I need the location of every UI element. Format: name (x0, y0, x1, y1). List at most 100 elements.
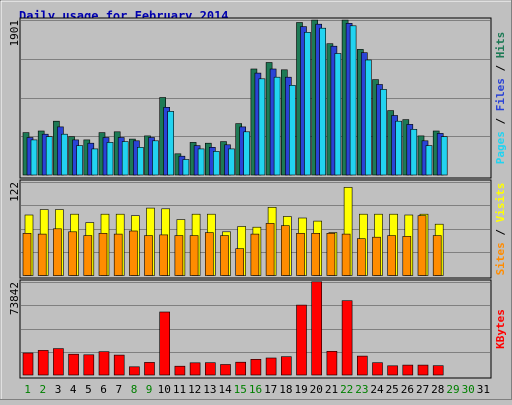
bar-kbytes-day-undefined (129, 366, 140, 376)
bar-sites-day-undefined (53, 228, 62, 276)
legend-label: Files (494, 78, 507, 111)
bar-pages-day-14 (228, 148, 235, 176)
bar-sites-day-undefined (311, 233, 321, 276)
x-tick-label: 19 (294, 383, 307, 396)
legend-separator: / (494, 111, 507, 131)
bar-sites-day-undefined (159, 234, 168, 276)
legend-separator: / (494, 58, 507, 78)
x-tick-label: 30 (462, 383, 475, 396)
x-tick-label: 21 (325, 383, 338, 396)
bar-sites-day-undefined (326, 233, 336, 276)
bar-kbytes-day-undefined (280, 356, 292, 376)
bar-kbytes-day-undefined (144, 362, 155, 376)
x-tick-label: 29 (446, 383, 459, 396)
x-tick-label: 1 (24, 383, 31, 396)
bar-sites-day-undefined (296, 233, 305, 276)
bar-kbytes-day-undefined (53, 348, 64, 376)
panel-1: 1901 Pages / Files / Hits (8, 17, 507, 179)
x-tick-label: 11 (173, 383, 186, 396)
bar-sites-day-undefined (341, 233, 351, 276)
bar-kbytes-day-undefined (341, 300, 353, 376)
bar-pages-day-8 (137, 147, 144, 176)
x-tick-label: 31 (477, 383, 490, 396)
bar-pages-day-20 (319, 27, 327, 176)
bar-kbytes-day-undefined (356, 355, 368, 376)
panel-3: 73842 KBytes (8, 279, 507, 379)
bar-kbytes-day-undefined (83, 354, 95, 376)
bar-sites-day-undefined (98, 233, 108, 276)
bar-sites-day-undefined (265, 223, 275, 276)
bar-kbytes-day-undefined (113, 354, 125, 376)
legend-1: Pages / Files / Hits (494, 32, 507, 165)
bar-pages-day-17 (273, 76, 281, 176)
bar-pages-day-23 (364, 59, 372, 176)
bar-pages-day-18 (288, 85, 296, 176)
x-tick-label: 2 (39, 383, 46, 396)
bar-kbytes-day-undefined (296, 304, 307, 376)
bar-kbytes-day-undefined (250, 358, 262, 376)
legend-separator: / (494, 222, 507, 242)
x-tick-label: 15 (234, 383, 247, 396)
bar-kbytes-day-undefined (220, 364, 231, 376)
bar-kbytes-day-undefined (311, 281, 323, 376)
legend-2: Sites / Visits (494, 183, 507, 276)
bar-kbytes-day-undefined (235, 361, 246, 376)
bar-sites-day-undefined (189, 235, 199, 276)
bar-kbytes-day-undefined (402, 364, 414, 376)
bar-kbytes-day-undefined (98, 351, 110, 376)
x-tick-label: 10 (158, 383, 171, 396)
bar-pages-day-12 (197, 148, 205, 176)
bar-kbytes-day-undefined (265, 357, 277, 376)
bar-kbytes-day-undefined (159, 311, 170, 376)
x-tick-label: 8 (131, 383, 138, 396)
bar-pages-day-13 (213, 151, 220, 176)
x-tick-label: 18 (279, 383, 292, 396)
x-tick-label: 17 (264, 383, 277, 396)
bar-kbytes-day-undefined (326, 350, 338, 376)
x-tick-label: 23 (355, 383, 368, 396)
bar-pages-day-7 (121, 141, 129, 176)
chart-panels: 1901 Pages / Files / Hits 122 Sites / Visit… (8, 17, 507, 379)
legend-label: Sites (494, 242, 507, 275)
x-axis-day-labels: 1 2 3 4 5 6 7 8 9 10 11 12 13 14 15 16 17 18 19 20 21 22 23 24 2… (24, 383, 490, 396)
bar-sites-day-undefined (250, 233, 260, 276)
bar-pages-day-11 (182, 159, 190, 176)
x-tick-label: 25 (386, 383, 399, 396)
bar-kbytes-day-undefined (22, 352, 34, 376)
bar-kbytes-day-undefined (417, 364, 429, 376)
x-tick-label: 14 (218, 383, 232, 396)
bar-kbytes-day-undefined (372, 362, 383, 376)
y-axis-max-label: 122 (8, 182, 21, 202)
bar-pages-day-26 (410, 129, 418, 176)
bar-sites-day-undefined (83, 235, 93, 276)
bar-pages-day-15 (243, 131, 250, 176)
bar-kbytes-day-undefined (189, 362, 201, 376)
bar-sites-day-undefined (356, 238, 366, 276)
bar-kbytes-day-undefined (68, 353, 79, 376)
bar-pages-day-6 (106, 142, 114, 176)
x-tick-label: 3 (55, 383, 62, 396)
bar-pages-day-9 (152, 140, 159, 176)
bar-sites-day-undefined (22, 233, 32, 276)
bar-pages-day-10 (167, 111, 174, 176)
bar-sites-day-undefined (205, 232, 214, 276)
y-axis-max-label: 73842 (8, 282, 21, 315)
bar-pages-day-3 (61, 133, 68, 176)
x-tick-label: 22 (340, 383, 353, 396)
x-tick-label: 9 (146, 383, 153, 396)
bar-pages-day-27 (425, 145, 433, 176)
bar-sites-day-undefined (144, 235, 153, 276)
bar-sites-day-undefined (220, 235, 229, 276)
bar-sites-day-undefined (174, 235, 184, 276)
legend-label: Pages (494, 131, 507, 164)
bar-sites-day-undefined (402, 236, 412, 276)
bar-sites-day-undefined (372, 236, 381, 276)
bar-pages-day-16 (258, 78, 266, 176)
bar-sites-day-undefined (113, 233, 123, 276)
bar-pages-day-1 (30, 139, 38, 176)
bar-pages-day-5 (91, 148, 99, 176)
bar-sites-day-undefined (417, 215, 427, 276)
x-tick-label: 5 (85, 383, 92, 396)
x-tick-label: 26 (401, 383, 414, 396)
